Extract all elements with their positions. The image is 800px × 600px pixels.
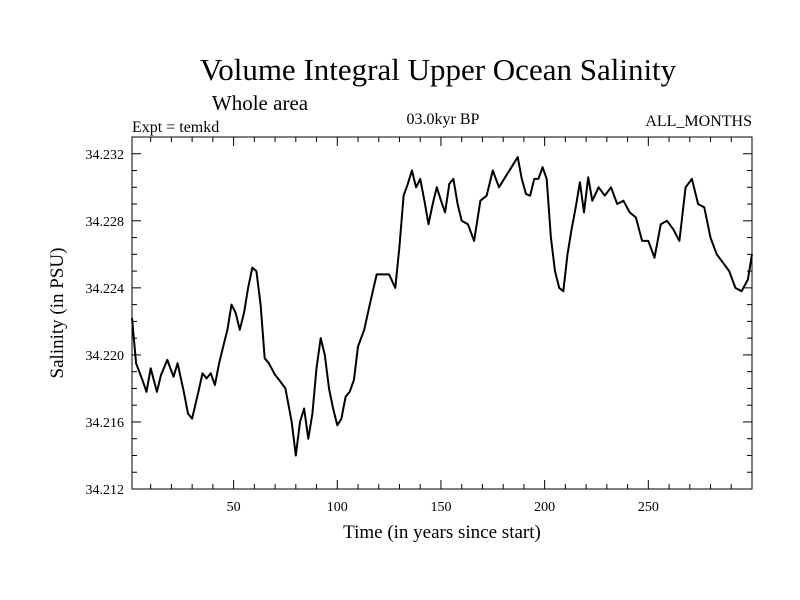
x-axis-ticks bbox=[150, 137, 732, 489]
y-tick-label: 34.216 bbox=[86, 416, 125, 431]
period-label: 03.0kyr BP bbox=[407, 111, 480, 128]
x-axis-label: Time (in years since start) bbox=[343, 522, 541, 543]
y-axis-tick-labels: 34.212 34.216 34.220 34.224 34.228 34.232 bbox=[86, 148, 125, 498]
x-tick-label: 100 bbox=[327, 500, 348, 515]
y-tick-label: 34.220 bbox=[86, 349, 125, 364]
x-tick-label: 50 bbox=[227, 500, 241, 515]
y-tick-label: 34.232 bbox=[86, 148, 125, 163]
y-tick-label: 34.228 bbox=[86, 215, 125, 230]
x-tick-label: 150 bbox=[430, 500, 451, 515]
y-axis-label: Salinity (in PSU) bbox=[47, 248, 68, 379]
plot-frame bbox=[131, 136, 753, 490]
y-axis-ticks bbox=[132, 136, 752, 490]
x-axis-tick-labels: 50 100 150 200 250 bbox=[227, 500, 659, 515]
chart-subtitle: Whole area bbox=[212, 91, 309, 115]
x-tick-label: 250 bbox=[638, 500, 659, 515]
months-label: ALL_MONTHS bbox=[645, 113, 752, 130]
x-tick-label: 200 bbox=[534, 500, 555, 515]
y-tick-label: 34.224 bbox=[86, 282, 125, 297]
salinity-series-line bbox=[131, 156, 753, 457]
y-tick-label: 34.212 bbox=[86, 483, 125, 498]
chart-title: Volume Integral Upper Ocean Salinity bbox=[200, 52, 677, 87]
experiment-label: Expt = temkd bbox=[132, 119, 219, 136]
